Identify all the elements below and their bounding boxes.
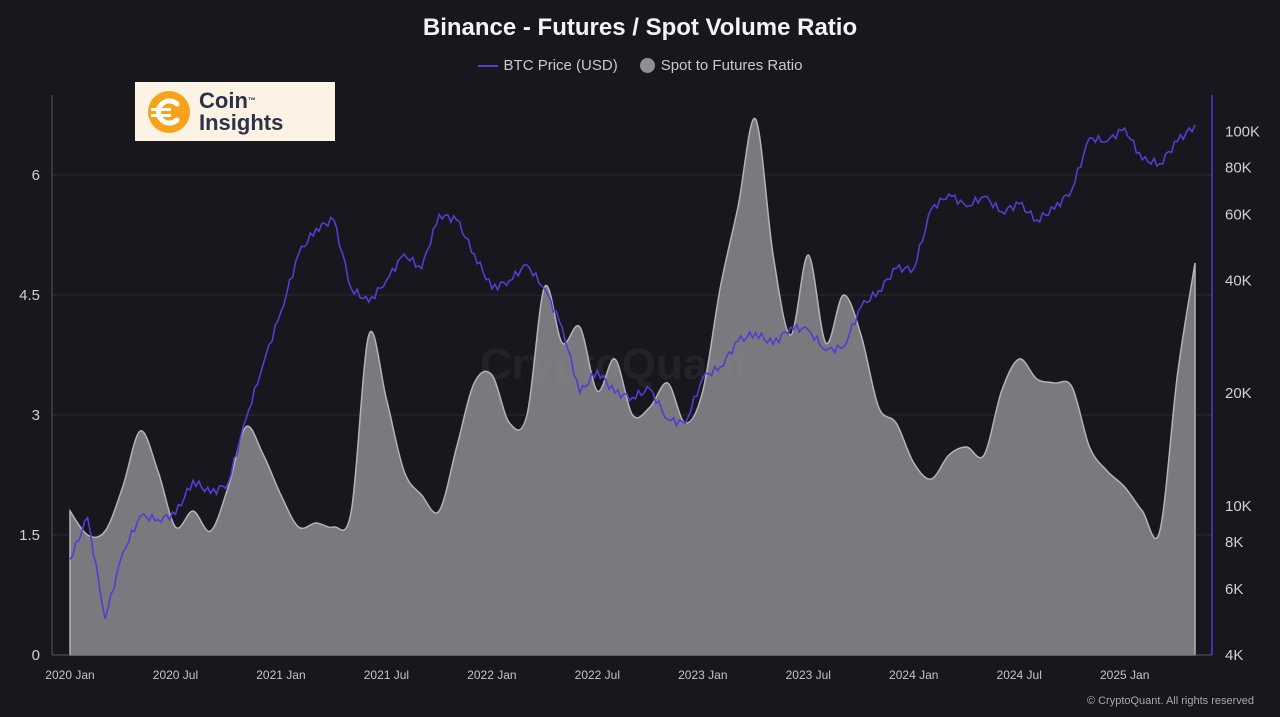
logo-word-insights: Insights: [199, 109, 284, 135]
chart-title: Binance - Futures / Spot Volume Ratio: [422, 14, 858, 41]
x-tick-label: 2020 Jan: [45, 668, 94, 682]
legend: BTC Price (USD) Spot to Futures Ratio: [0, 57, 1280, 74]
right-tick-label: 80K: [1225, 160, 1252, 177]
right-tick-label: 100K: [1225, 123, 1260, 140]
right-tick-label: 60K: [1225, 206, 1252, 223]
right-tick-label: 8K: [1225, 534, 1243, 551]
x-tick-label: 2025 Jan: [1100, 668, 1149, 682]
left-tick-label: 3: [32, 407, 40, 424]
x-tick-label: 2021 Jul: [364, 668, 409, 682]
ratio-area: [69, 117, 1196, 656]
right-tick-label: 4K: [1225, 647, 1243, 664]
legend-label: BTC Price (USD): [503, 57, 618, 74]
left-tick-label: 0: [32, 647, 40, 664]
legend-item-btc-price[interactable]: BTC Price (USD): [477, 57, 618, 74]
copyright-footer: © CryptoQuant. All rights reserved: [1086, 695, 1254, 707]
logo-trademark: ™: [247, 95, 256, 105]
coin-insights-logo: Coin™ Insights: [135, 82, 335, 141]
right-tick-label: 10K: [1225, 498, 1252, 515]
left-tick-labels: 0 1.5 3 4.5 6: [19, 167, 40, 664]
x-tick-label: 2022 Jul: [575, 668, 620, 682]
x-tick-labels: 2020 Jan 2020 Jul 2021 Jan 2021 Jul 2022 Jan…: [45, 668, 1149, 682]
x-tick-label: 2022 Jan: [467, 668, 516, 682]
x-tick-label: 2024 Jul: [997, 668, 1042, 682]
legend-label: Spot to Futures Ratio: [660, 57, 803, 74]
btc-price-line: [69, 124, 1196, 619]
logo-text: Coin™ Insights: [199, 87, 284, 135]
x-tick-label: 2020 Jul: [153, 668, 198, 682]
right-tick-label: 6K: [1225, 581, 1243, 598]
left-tick-label: 1.5: [19, 527, 40, 544]
coin-insights-logo-icon: [148, 90, 190, 133]
legend-line-swatch: [477, 64, 498, 67]
right-tick-labels: 4K 6K 8K 10K 20K 40K 60K 80K 100K: [1225, 123, 1260, 664]
legend-dot-swatch: [639, 58, 655, 73]
right-tick-label: 40K: [1225, 272, 1252, 289]
legend-item-ratio[interactable]: Spot to Futures Ratio: [639, 57, 803, 74]
left-tick-label: 6: [32, 167, 40, 184]
right-tick-label: 20K: [1225, 385, 1252, 402]
x-tick-label: 2024 Jan: [889, 668, 938, 682]
x-tick-label: 2021 Jan: [256, 668, 305, 682]
left-tick-label: 4.5: [19, 287, 40, 304]
x-tick-label: 2023 Jul: [786, 668, 831, 682]
logo-word-coin: Coin: [199, 87, 248, 113]
x-tick-label: 2023 Jan: [678, 668, 727, 682]
